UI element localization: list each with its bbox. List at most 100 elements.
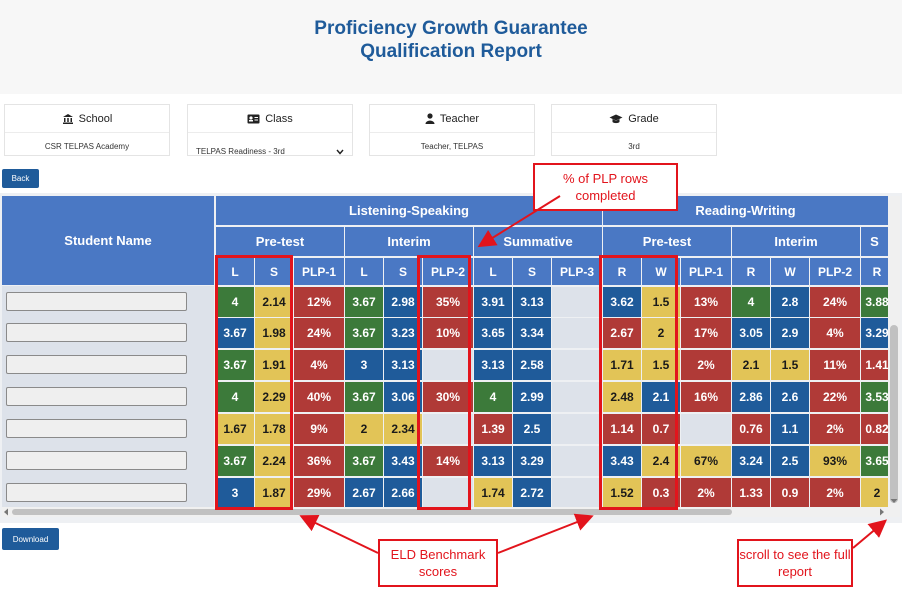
score-cell: 3.13 [474, 446, 512, 476]
school-filter: School CSR TELPAS Academy [4, 104, 170, 156]
score-cell: 1.98 [255, 318, 293, 348]
score-cell: 13% [681, 287, 731, 317]
score-cell: 3.91 [474, 287, 512, 317]
user-icon [425, 113, 435, 124]
score-cell: 2.86 [732, 382, 770, 412]
score-cell: 0.7 [642, 414, 680, 444]
grade-filter: Grade 3rd [551, 104, 717, 156]
score-cell: 3.29 [861, 318, 893, 348]
score-cell [552, 287, 602, 317]
subgroup-header: Pre-test [603, 227, 731, 256]
score-cell: 1.78 [255, 414, 293, 444]
student-name-header: Student Name [2, 196, 214, 285]
score-cell [423, 478, 473, 508]
scroll-down-icon[interactable] [890, 498, 898, 504]
score-cell: 93% [810, 446, 860, 476]
score-cell [552, 478, 602, 508]
score-cell: 0.9 [771, 478, 809, 508]
student-name-input[interactable] [6, 451, 187, 470]
class-select[interactable]: TELPAS Readiness - 3rd [188, 133, 352, 156]
teacher-value: Teacher, TELPAS [420, 142, 484, 151]
back-button[interactable]: Back [2, 169, 39, 188]
score-cell: 3.65 [861, 446, 893, 476]
score-cell: 17% [681, 318, 731, 348]
download-button[interactable]: Download [2, 528, 59, 550]
score-cell: 2.66 [384, 478, 422, 508]
score-cell: 3.24 [732, 446, 770, 476]
score-cell: 3.23 [384, 318, 422, 348]
score-cell: 3 [345, 350, 383, 380]
score-cell [681, 414, 731, 444]
score-cell: 16% [681, 382, 731, 412]
score-cell: 2.1 [732, 350, 770, 380]
score-cell: 3.06 [384, 382, 422, 412]
student-name-input[interactable] [6, 292, 187, 311]
subgroup-header: S [861, 227, 888, 256]
score-cell: 0.3 [642, 478, 680, 508]
column-header: R [861, 258, 893, 285]
score-cell: 1.87 [255, 478, 293, 508]
class-label: Class [265, 112, 293, 125]
vertical-scroll-thumb[interactable] [890, 325, 898, 503]
score-cell: 3.13 [384, 350, 422, 380]
student-name-input[interactable] [6, 419, 187, 438]
score-cell: 1.91 [255, 350, 293, 380]
column-header: PLP-2 [810, 258, 860, 285]
score-cell: 2.34 [384, 414, 422, 444]
group-header-listening-speaking: Listening-Speaking [216, 196, 602, 225]
score-cell: 4 [732, 287, 770, 317]
column-header: R [732, 258, 770, 285]
score-cell: 4% [294, 350, 344, 380]
scroll-left-icon[interactable] [3, 508, 9, 516]
score-cell: 3.43 [384, 446, 422, 476]
score-cell: 2.1 [642, 382, 680, 412]
score-cell: 1.33 [732, 478, 770, 508]
score-cell: 2.48 [603, 382, 641, 412]
score-cell: 4 [216, 287, 254, 317]
highlight-ls-pretest [215, 255, 293, 510]
score-cell [552, 350, 602, 380]
score-cell: 1.5 [642, 287, 680, 317]
column-header: PLP-2 [423, 258, 473, 285]
plp-callout: % of PLP rows completed [533, 163, 678, 211]
score-cell: 2.9 [771, 318, 809, 348]
score-cell: 14% [423, 446, 473, 476]
score-cell: 1.14 [603, 414, 641, 444]
score-cell: 1.5 [642, 350, 680, 380]
scroll-right-icon[interactable] [879, 508, 885, 516]
student-name-input[interactable] [6, 323, 187, 342]
horizontal-scroll-thumb[interactable] [12, 509, 732, 515]
score-cell: 2.5 [513, 414, 551, 444]
score-cell: 3.88 [861, 287, 893, 317]
score-cell: 2% [681, 350, 731, 380]
eld-arrow-right [497, 513, 594, 554]
column-header: L [216, 258, 254, 285]
score-cell: 2.4 [642, 446, 680, 476]
score-cell: 2.5 [771, 446, 809, 476]
scroll-callout: scroll to see the full report [737, 539, 853, 587]
chevron-down-icon [336, 149, 344, 155]
subgroup-header: Pre-test [216, 227, 344, 256]
column-header: PLP-1 [681, 258, 731, 285]
score-cell: 2.58 [513, 350, 551, 380]
score-cell: 3.29 [513, 446, 551, 476]
teacher-label: Teacher [439, 112, 480, 125]
column-header: W [642, 258, 680, 285]
score-cell: 1.71 [603, 350, 641, 380]
column-header: PLP-1 [294, 258, 344, 285]
score-cell: 3.13 [513, 287, 551, 317]
score-cell: 1.5 [771, 350, 809, 380]
score-cell: 1.41 [861, 350, 893, 380]
class-filter[interactable]: Class TELPAS Readiness - 3rd [187, 104, 353, 156]
score-cell: 0.76 [732, 414, 770, 444]
student-name-input[interactable] [6, 355, 187, 374]
score-cell: 3.67 [216, 446, 254, 476]
student-name-input[interactable] [6, 483, 187, 502]
page-subtitle: Qualification Report [360, 41, 542, 62]
column-header: R [603, 258, 641, 285]
score-cell [423, 350, 473, 380]
score-cell [552, 318, 602, 348]
student-name-input[interactable] [6, 387, 187, 406]
teacher-filter: Teacher Teacher, TELPAS [369, 104, 535, 156]
